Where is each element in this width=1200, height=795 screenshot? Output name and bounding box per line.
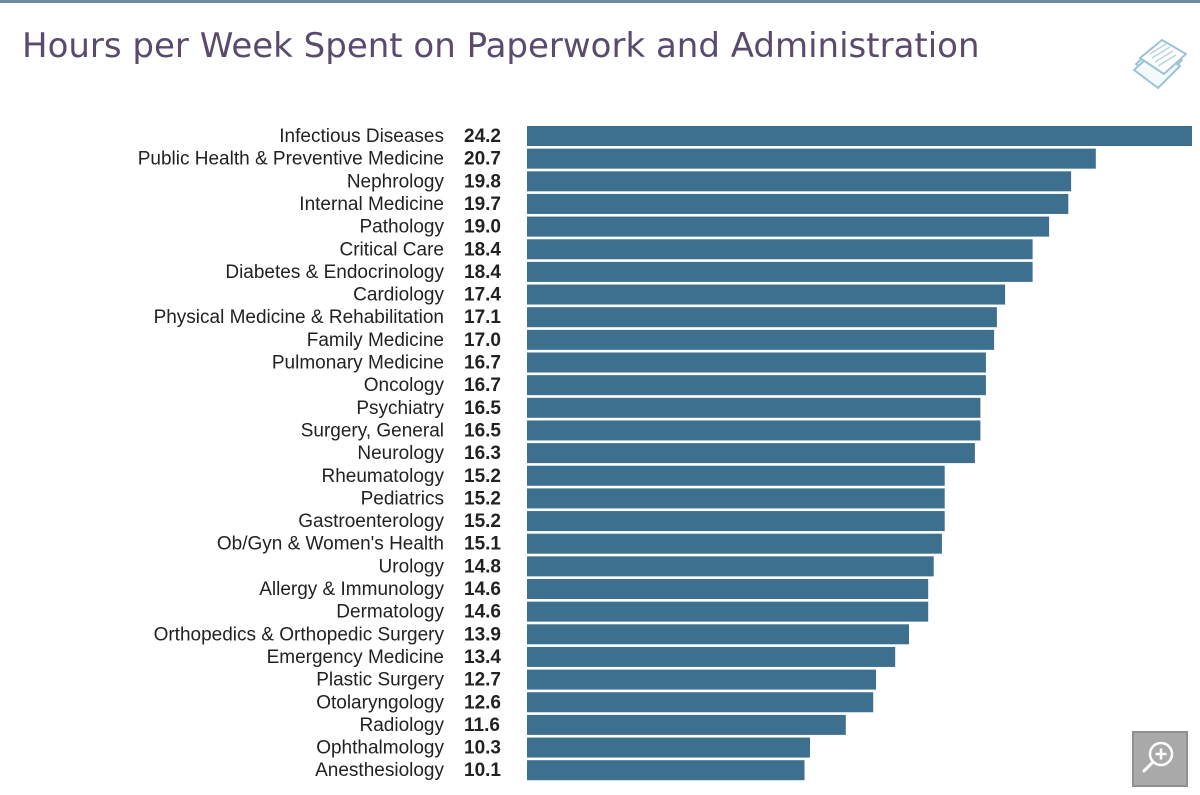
- category-label: Ophthalmology: [316, 738, 444, 759]
- value-label: 14.6: [464, 579, 501, 600]
- document-stack-icon: [1133, 39, 1187, 89]
- bar: [527, 692, 874, 713]
- value-label: 19.8: [464, 171, 501, 192]
- value-label: 14.8: [464, 556, 501, 577]
- bar: [527, 669, 876, 690]
- bars: [527, 126, 1192, 781]
- zoom-button[interactable]: [1132, 731, 1188, 787]
- bar: [527, 533, 942, 554]
- category-label: Orthopedics & Orthopedic Surgery: [154, 624, 445, 645]
- category-label: Plastic Surgery: [316, 670, 444, 691]
- bar: [527, 216, 1050, 237]
- value-label: 12.7: [464, 670, 501, 691]
- bar: [527, 443, 975, 464]
- category-label: Diabetes & Endocrinology: [225, 262, 444, 283]
- category-label: Surgery, General: [301, 420, 444, 441]
- category-label: Rheumatology: [321, 466, 444, 487]
- bar: [527, 646, 896, 667]
- bar: [527, 511, 945, 532]
- category-label: Physical Medicine & Rehabilitation: [154, 307, 444, 328]
- category-label: Dermatology: [336, 602, 444, 623]
- category-label: Gastroenterology: [298, 511, 444, 532]
- category-label: Pulmonary Medicine: [272, 353, 444, 374]
- category-label: Oncology: [364, 375, 445, 396]
- category-label: Radiology: [360, 715, 445, 736]
- value-label: 11.6: [464, 715, 500, 736]
- bar: [527, 624, 909, 645]
- category-label: Urology: [379, 556, 445, 577]
- top-divider: [0, 0, 1200, 3]
- zoom-in-icon: [1142, 741, 1174, 773]
- category-label: Nephrology: [347, 171, 445, 192]
- category-label: Cardiology: [353, 285, 444, 306]
- bar: [527, 579, 929, 599]
- value-label: 18.4: [464, 239, 501, 260]
- bar: [527, 714, 846, 735]
- value-label: 15.1: [464, 534, 501, 555]
- category-label: Internal Medicine: [299, 194, 444, 215]
- category-label: Public Health & Preventive Medicine: [138, 149, 444, 170]
- bar: [527, 488, 945, 509]
- bar: [527, 148, 1096, 169]
- category-label: Neurology: [357, 443, 444, 464]
- value-label: 15.2: [464, 466, 501, 487]
- value-label: 17.4: [464, 285, 501, 306]
- category-label: Family Medicine: [307, 330, 444, 351]
- value-label: 12.6: [464, 692, 501, 713]
- value-label: 16.5: [464, 420, 501, 441]
- bar: [527, 601, 929, 622]
- value-label: 16.7: [464, 375, 501, 396]
- chart-title: Hours per Week Spent on Paperwork and Ad…: [22, 26, 980, 66]
- bar: [527, 397, 981, 418]
- value-labels: 24.220.719.819.719.018.418.417.417.117.0…: [464, 126, 501, 781]
- value-label: 17.0: [464, 330, 501, 351]
- category-label: Anesthesiology: [315, 760, 444, 781]
- value-label: 14.6: [464, 602, 501, 623]
- bar: [527, 261, 1033, 282]
- bar: [527, 375, 986, 396]
- value-label: 13.9: [464, 624, 501, 645]
- category-label: Pathology: [359, 217, 444, 238]
- value-label: 16.7: [464, 353, 501, 374]
- value-label: 19.7: [464, 194, 501, 215]
- value-label: 16.5: [464, 398, 501, 419]
- value-label: 10.1: [464, 760, 501, 781]
- category-label: Infectious Diseases: [279, 126, 444, 147]
- value-label: 15.2: [464, 511, 501, 532]
- value-label: 19.0: [464, 217, 501, 238]
- category-label: Ob/Gyn & Women's Health: [217, 534, 444, 555]
- value-label: 13.4: [464, 647, 501, 668]
- category-label: Emergency Medicine: [267, 647, 444, 668]
- bar: [527, 284, 1006, 305]
- bar: [527, 760, 805, 781]
- bar: [527, 307, 997, 328]
- category-label: Otolaryngology: [316, 692, 444, 713]
- category-label: Allergy & Immunology: [259, 579, 444, 600]
- category-label: Critical Care: [339, 239, 444, 260]
- value-label: 18.4: [464, 262, 501, 283]
- bar: [527, 239, 1033, 260]
- bar: [527, 556, 934, 577]
- value-label: 16.3: [464, 443, 501, 464]
- bar: [527, 352, 986, 373]
- bar: [527, 465, 945, 486]
- value-label: 10.3: [464, 738, 501, 759]
- value-label: 15.2: [464, 488, 501, 509]
- value-label: 20.7: [464, 149, 501, 170]
- bar: [527, 329, 995, 350]
- value-label: 24.2: [464, 126, 501, 147]
- bar: [527, 171, 1072, 192]
- bar: [527, 420, 981, 441]
- bar: [527, 193, 1069, 214]
- value-label: 17.1: [464, 307, 501, 328]
- bar: [527, 737, 810, 758]
- bar: [527, 126, 1192, 146]
- category-label: Pediatrics: [361, 488, 444, 509]
- category-label: Psychiatry: [356, 398, 444, 419]
